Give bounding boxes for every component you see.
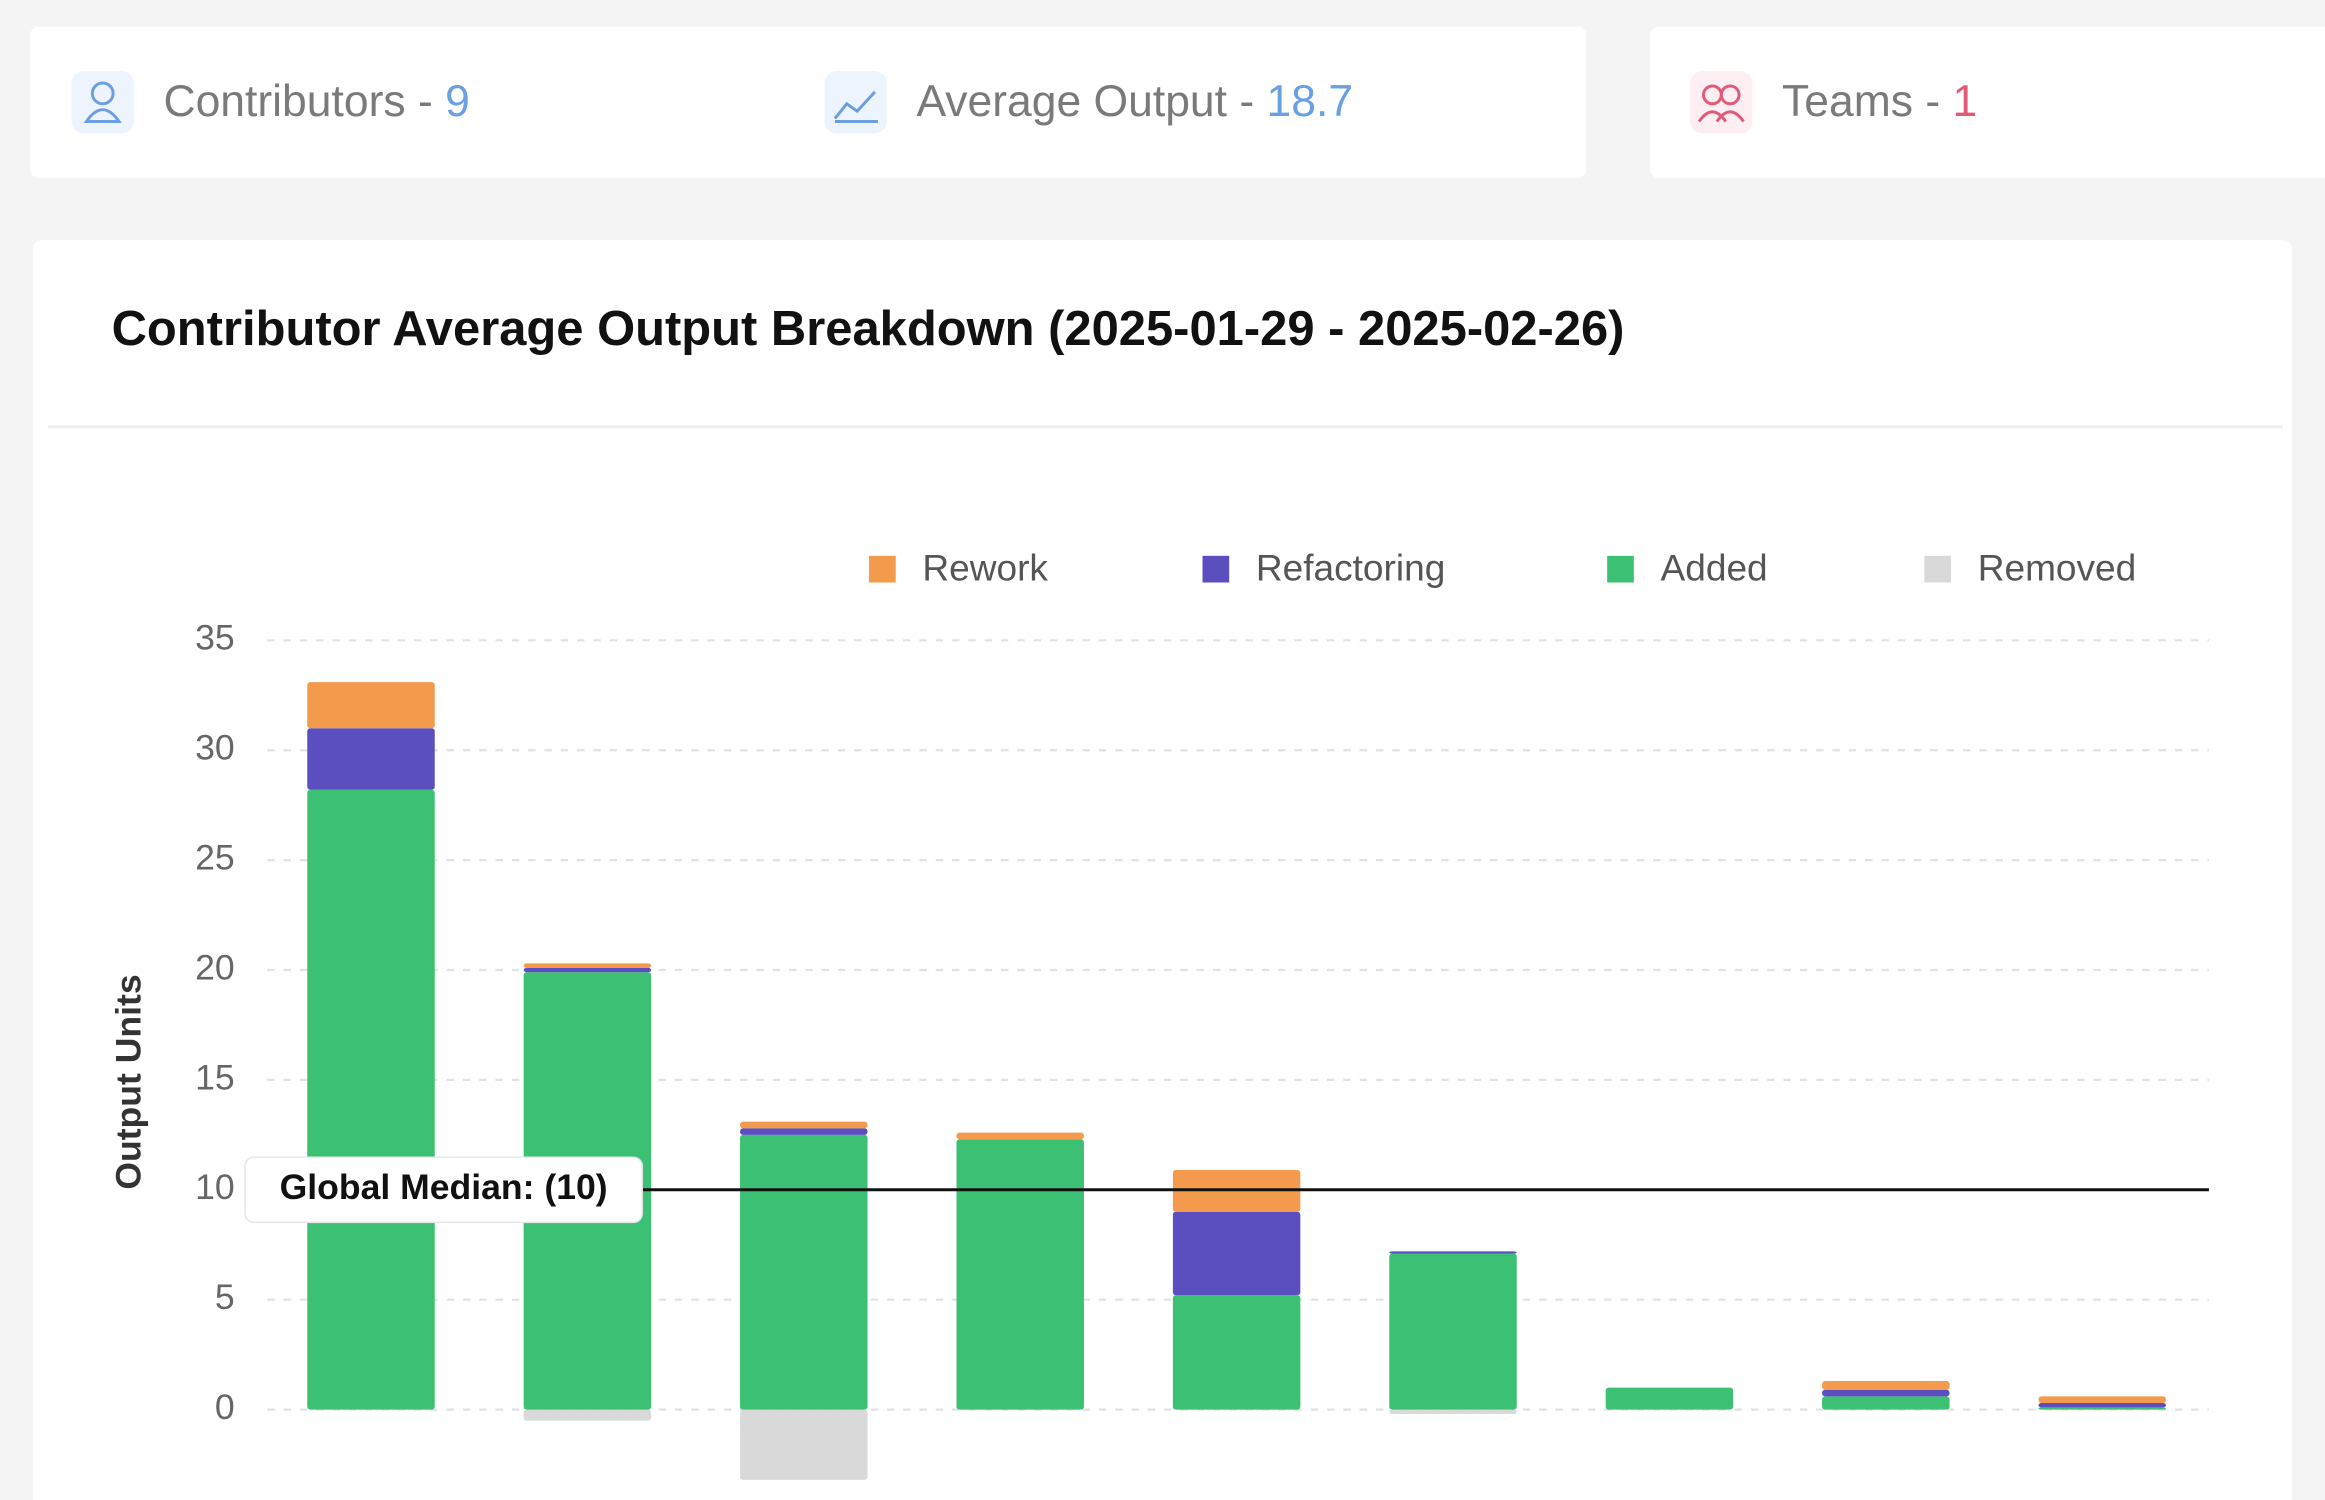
icon-shape: [1697, 110, 1745, 123]
bar-segment: [1822, 1381, 1950, 1390]
y-tick-label: 20: [195, 947, 235, 987]
bar-segment: [523, 967, 652, 973]
y-tick-label: 25: [195, 837, 235, 877]
legend-label: Added: [1661, 546, 1768, 588]
bar-segment: [740, 1128, 868, 1135]
legend-label: Rework: [922, 546, 1048, 588]
bar-segment: [523, 1409, 652, 1421]
legend-swatch: [869, 555, 896, 583]
stats-card: [1650, 26, 2325, 178]
stat-label: Teams -: [1782, 77, 1940, 126]
legend-swatch: [1202, 555, 1230, 583]
bar-segment: [307, 682, 435, 729]
bar-segment: [307, 728, 435, 790]
y-axis-label: Output Units: [108, 974, 148, 1189]
stat-value: 18.7: [1267, 77, 1354, 126]
icon-shape: [90, 81, 115, 106]
bar-segment: [740, 1134, 868, 1410]
icon-shape: [833, 90, 878, 124]
bar-segment: [740, 1409, 868, 1480]
stats-card: [30, 26, 1587, 178]
bar-segment: [307, 789, 435, 1410]
bar-segment: [1389, 1409, 1517, 1414]
stat: Contributors - 9: [163, 77, 469, 126]
stat-label: Average Output -: [916, 77, 1254, 126]
bar-segment: [2038, 1407, 2166, 1410]
bar-segment: [1389, 1251, 1517, 1254]
bar-segment: [1172, 1295, 1301, 1410]
bar-segment: [956, 1139, 1084, 1410]
bar-segment: [2038, 1396, 2166, 1403]
icon-shape: [83, 108, 122, 124]
bar-segment: [740, 1121, 868, 1129]
bar-segment: [2038, 1402, 2166, 1408]
bar-segment: [1822, 1396, 1950, 1410]
y-tick-label: 15: [195, 1057, 235, 1097]
y-tick-label: 0: [215, 1387, 235, 1427]
bar-segment: [1389, 1253, 1517, 1410]
stat: Teams - 1: [1782, 77, 1977, 126]
chart-title: Contributor Average Output Breakdown (20…: [112, 302, 1625, 356]
stat-value: 1: [1953, 77, 1978, 126]
teams-icon: [1690, 71, 1753, 134]
stat: Average Output - 18.7: [916, 77, 1353, 126]
y-tick-label: 35: [195, 618, 235, 658]
legend-label: Refactoring: [1256, 546, 1445, 588]
stat-value: 9: [445, 77, 470, 126]
bar-segment: [1172, 1211, 1301, 1296]
icon-shape: [1719, 84, 1741, 106]
bar-segment: [523, 963, 652, 968]
legend-swatch: [1607, 555, 1634, 583]
bar-segment: [956, 1132, 1084, 1140]
bar-segment: [1605, 1387, 1734, 1410]
legend-swatch: [1924, 555, 1952, 583]
legend-label: Removed: [1978, 546, 2137, 588]
median-label-box: [244, 1156, 643, 1224]
y-tick-label: 5: [215, 1277, 235, 1317]
output-icon: [824, 71, 887, 134]
stat-label: Contributors -: [163, 77, 432, 126]
bar-segment: [1822, 1389, 1950, 1397]
y-tick-label: 10: [195, 1167, 235, 1207]
y-tick-label: 30: [195, 728, 235, 768]
median-label: Global Median: (10): [280, 1167, 608, 1207]
